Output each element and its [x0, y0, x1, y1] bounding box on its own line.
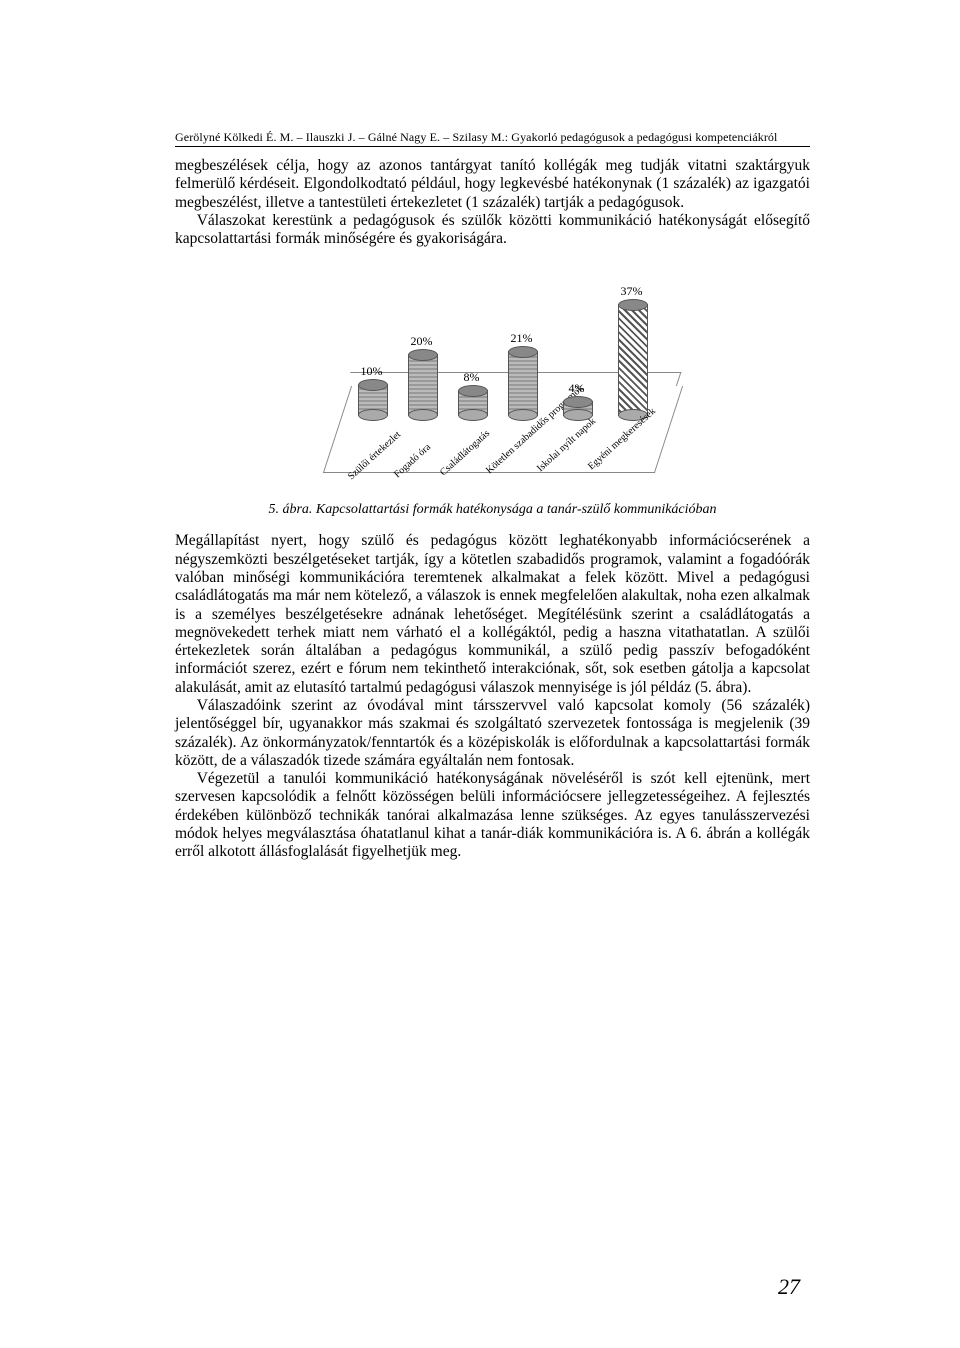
body-block-top: megbeszélések célja, hogy az azonos tant…: [175, 157, 810, 248]
paragraph: Végezetül a tanulói kommunikáció hatékon…: [175, 770, 810, 861]
chart-bar: [358, 384, 386, 416]
page-number: 27: [778, 1274, 800, 1300]
figure-caption: 5. ábra. Kapcsolattartási formák hatékon…: [175, 502, 810, 518]
paragraph: megbeszélések célja, hogy az azonos tant…: [175, 157, 810, 212]
chart-value-label: 8%: [452, 370, 492, 385]
chart-value-label: 10%: [352, 364, 392, 379]
chart-container: 10%Szülői értekezlet20%Fogadó óra8%Csalá…: [303, 266, 683, 496]
running-head: Gerölyné Kölkedi É. M. – Ilauszki J. – G…: [175, 130, 810, 147]
chart-bar: [408, 354, 436, 416]
body-block-bottom: Megállapítást nyert, hogy szülő és pedag…: [175, 532, 810, 861]
chart-bar: [508, 351, 536, 416]
chart-bar: [563, 401, 591, 416]
paragraph: Válaszadóink szerint az óvodával mint tá…: [175, 697, 810, 770]
chart-bar: [618, 304, 646, 416]
chart-bar: [458, 390, 486, 416]
paragraph: Megállapítást nyert, hogy szülő és pedag…: [175, 532, 810, 697]
chart-value-label: 37%: [612, 284, 652, 299]
page: Gerölyné Kölkedi É. M. – Ilauszki J. – G…: [0, 0, 960, 1348]
chart-value-label: 20%: [402, 334, 442, 349]
paragraph: Válaszokat kerestünk a pedagógusok és sz…: [175, 212, 810, 249]
chart-value-label: 21%: [502, 331, 542, 346]
chart-value-label: 4%: [557, 381, 597, 396]
bar-chart: 10%Szülői értekezlet20%Fogadó óra8%Csalá…: [303, 266, 683, 496]
